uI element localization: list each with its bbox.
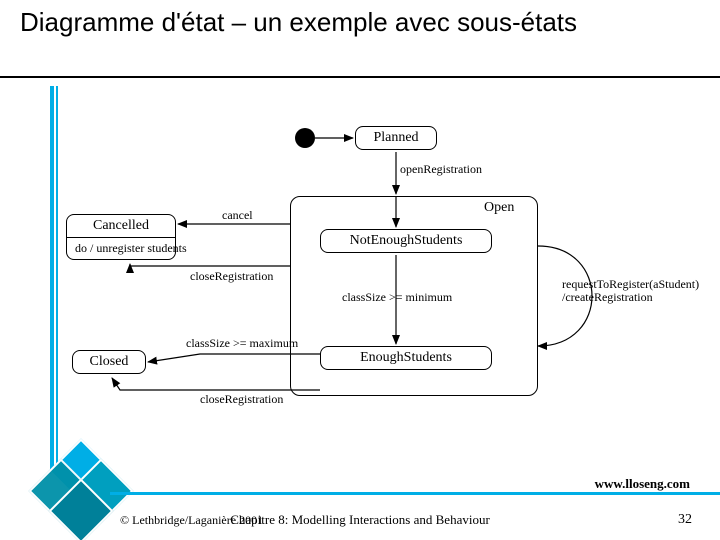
state-enough-students: EnoughStudents bbox=[320, 346, 492, 370]
transition-label: classSize >= minimum bbox=[342, 290, 452, 305]
initial-state-icon bbox=[295, 128, 315, 148]
state-label: Open bbox=[480, 200, 518, 216]
state-diagram: Planned Cancelled do / unregister studen… bbox=[0, 86, 720, 474]
transition-label: openRegistration bbox=[400, 162, 482, 177]
transition-label: closeRegistration bbox=[190, 269, 273, 284]
transition-label: closeRegistration bbox=[200, 392, 283, 407]
state-not-enough-students: NotEnoughStudents bbox=[320, 229, 492, 253]
footer-chapter: Chapitre 8: Modelling Interactions and B… bbox=[0, 512, 720, 528]
state-label: NotEnoughStudents bbox=[321, 230, 491, 252]
transition-label: classSize >= maximum bbox=[186, 336, 298, 351]
transition-label: requestToRegister(aStudent) /createRegis… bbox=[562, 278, 712, 304]
state-label: Planned bbox=[356, 127, 436, 149]
footer-url: www.lloseng.com bbox=[595, 476, 690, 492]
state-planned: Planned bbox=[355, 126, 437, 150]
state-closed: Closed bbox=[72, 350, 146, 374]
state-activity: do / unregister students bbox=[67, 238, 175, 259]
footer-divider bbox=[110, 492, 720, 495]
state-label: Closed bbox=[73, 351, 145, 373]
state-cancelled: Cancelled do / unregister students bbox=[66, 214, 176, 260]
slide: Diagramme d'état – un exemple avec sous-… bbox=[0, 0, 720, 540]
slide-title: Diagramme d'état – un exemple avec sous-… bbox=[20, 8, 680, 38]
state-label: EnoughStudents bbox=[321, 347, 491, 369]
title-underline bbox=[0, 76, 720, 78]
transition-label: cancel bbox=[222, 208, 253, 223]
state-label: Cancelled bbox=[67, 215, 175, 237]
footer-page-number: 32 bbox=[678, 512, 692, 528]
